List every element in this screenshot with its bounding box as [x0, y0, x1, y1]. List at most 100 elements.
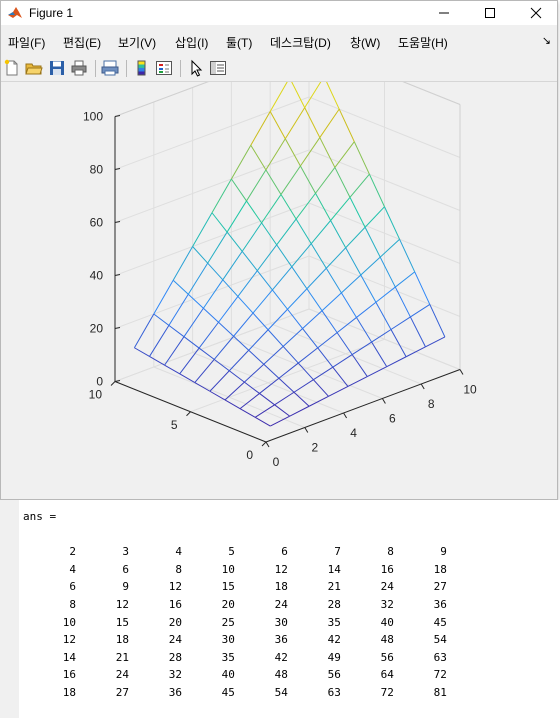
mesh-line	[336, 332, 353, 355]
new-figure-icon[interactable]	[3, 59, 21, 77]
mesh-line	[414, 271, 431, 305]
mesh-line	[293, 379, 314, 393]
mesh-line	[252, 289, 273, 314]
mesh-line	[272, 266, 293, 291]
mesh-line	[399, 239, 416, 273]
mesh-line	[211, 212, 228, 233]
mesh-line	[261, 222, 278, 246]
z-tick-mark	[114, 168, 121, 170]
mesh-line	[280, 194, 297, 220]
mesh-line	[244, 381, 260, 394]
mesh-line	[263, 346, 284, 365]
mesh-line	[202, 279, 224, 309]
mesh-line	[203, 307, 219, 323]
mesh-line	[351, 354, 368, 377]
y-tick-label: 5	[171, 418, 178, 432]
legend-icon[interactable]	[155, 59, 173, 77]
mesh-line	[330, 220, 347, 248]
menu-help[interactable]: 도움말(H)	[398, 36, 448, 50]
mesh-line	[233, 335, 250, 351]
mesh-line	[299, 137, 321, 167]
title-bar[interactable]: Figure 1	[1, 1, 557, 25]
gridline	[190, 338, 385, 413]
save-icon[interactable]	[48, 59, 66, 77]
mesh-line	[291, 266, 308, 290]
menu-insert[interactable]: 삽입(I)	[175, 36, 209, 50]
mesh-line	[209, 370, 230, 392]
mesh-line	[347, 376, 368, 387]
mesh-line	[351, 341, 372, 356]
mesh-line	[153, 280, 174, 315]
x-tick-label: 4	[350, 426, 357, 440]
mesh-line	[134, 347, 150, 357]
x-tick-label: 2	[311, 441, 318, 455]
open-file-icon[interactable]	[25, 59, 43, 77]
mesh-line	[222, 279, 239, 297]
y-tick-label: 0	[246, 448, 253, 462]
gridline	[308, 255, 461, 317]
gridline	[114, 202, 310, 276]
x-tick-mark	[343, 412, 348, 419]
print-icon[interactable]	[70, 59, 88, 77]
mesh-line	[306, 288, 323, 311]
window-title: Figure 1	[29, 6, 74, 20]
mesh-line	[133, 313, 155, 348]
close-button[interactable]	[513, 1, 559, 25]
mesh-line	[379, 238, 400, 258]
print-preview-icon[interactable]	[101, 59, 119, 77]
x-tick-label: 0	[273, 455, 280, 469]
toolbar-separator	[126, 60, 127, 77]
mesh-line	[276, 218, 297, 246]
figure-window: Figure 1 파일(F) 편집(E) 보기(V) 삽입(I) 툴(T) 데스…	[0, 0, 558, 500]
mesh-line	[259, 377, 280, 394]
mesh-line	[272, 289, 288, 310]
dock-arrow-icon[interactable]: ↘	[541, 35, 551, 47]
mesh-line	[244, 363, 265, 383]
x-axis-line	[265, 369, 461, 443]
command-window[interactable]: ans = 2 3 4 5 6 7 8 9 4 6 8 10 12 14 16 …	[0, 500, 560, 718]
menu-view[interactable]: 보기(V)	[118, 36, 157, 50]
x-tick-mark	[265, 441, 270, 448]
mesh-line	[367, 366, 387, 377]
menu-file[interactable]: 파일(F)	[8, 36, 46, 50]
mesh-line	[284, 138, 301, 167]
mesh-line	[295, 192, 316, 220]
property-editor-icon[interactable]	[209, 59, 227, 77]
mesh-line	[371, 329, 392, 343]
mesh-line	[237, 270, 258, 297]
mesh-line	[289, 405, 310, 417]
mesh-line	[278, 377, 295, 393]
mesh-line	[222, 251, 243, 281]
maximize-button[interactable]	[467, 1, 513, 25]
mesh-line	[239, 408, 256, 418]
menu-edit[interactable]: 편집(E)	[63, 36, 102, 50]
minimize-button[interactable]	[421, 1, 467, 25]
z-tick-label: 80	[90, 163, 104, 177]
gridline	[308, 202, 461, 264]
mesh-line	[250, 111, 271, 146]
menu-desktop[interactable]: 데스크탑(D)	[270, 36, 331, 50]
mesh-line	[274, 404, 291, 417]
colorbar-icon[interactable]	[133, 59, 151, 77]
mesh-line	[299, 165, 316, 194]
mesh-line	[192, 212, 213, 247]
mesh-line	[241, 222, 263, 252]
box-edge	[114, 82, 209, 117]
mesh-line	[410, 303, 431, 318]
mesh-line	[254, 404, 275, 418]
menu-tools[interactable]: 툴(T)	[226, 36, 253, 50]
mesh-line	[230, 178, 247, 202]
mesh-line	[278, 362, 299, 379]
gridline	[114, 82, 209, 117]
mesh-line	[226, 200, 247, 233]
mesh-line	[259, 393, 275, 406]
mesh-line	[287, 308, 303, 329]
mesh-line	[360, 274, 377, 303]
menu-window[interactable]: 창(W)	[350, 36, 381, 50]
mesh-line	[295, 218, 312, 244]
mesh-line	[274, 391, 295, 406]
pointer-icon[interactable]	[187, 59, 205, 77]
gridline	[308, 96, 461, 158]
